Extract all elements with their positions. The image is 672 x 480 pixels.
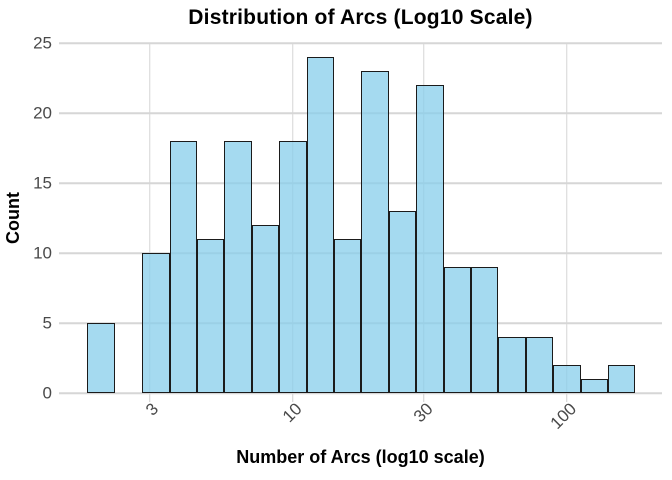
y-axis-title-text: Count (2, 192, 23, 244)
x-tick-label: 3 (142, 399, 163, 420)
y-axis-title: Count (2, 43, 24, 393)
y-tick-label: 15 (33, 173, 52, 193)
y-tick-label: 10 (33, 243, 52, 263)
histogram-bar (279, 141, 307, 393)
histogram-bar (306, 57, 335, 393)
x-tick-mark (566, 393, 568, 402)
y-gridline (59, 392, 662, 394)
histogram-bar (498, 337, 526, 393)
histogram-bar (525, 337, 554, 393)
histogram-bar (416, 85, 444, 393)
x-tick-label: 100 (546, 399, 580, 433)
x-gridline (566, 43, 568, 393)
histogram-bar (334, 239, 362, 393)
histogram-bar (197, 239, 225, 393)
histogram-bar (388, 211, 417, 393)
x-tick-label: 30 (409, 399, 437, 427)
x-tick-mark (292, 393, 294, 402)
histogram-bar (443, 267, 472, 393)
histogram-bar (251, 225, 280, 393)
histogram-bar (224, 141, 252, 393)
histogram-bar (87, 323, 115, 393)
x-tick-mark (422, 393, 425, 402)
y-tick-label: 5 (42, 313, 52, 333)
x-tick-label: 10 (278, 399, 306, 427)
y-gridline (59, 182, 662, 184)
plot-panel: 0 5 10 15 20 25 3 10 30 100 (33, 35, 662, 433)
histogram-bar (608, 365, 636, 393)
histogram-bar (471, 267, 499, 393)
y-tick-label: 25 (33, 33, 52, 53)
y-gridline (59, 112, 662, 114)
histogram-bar (142, 253, 170, 393)
histogram-bar (580, 379, 609, 393)
x-gridline (148, 43, 151, 393)
y-gridline (59, 42, 662, 44)
y-tick-label: 0 (42, 383, 52, 403)
histogram-bar (553, 365, 581, 393)
histogram-bar (169, 141, 198, 393)
y-tick-label: 20 (33, 103, 52, 123)
x-tick-mark (148, 393, 151, 402)
x-axis-title: Number of Arcs (log10 scale) (236, 447, 485, 467)
chart-title: Distribution of Arcs (Log10 Scale) (188, 6, 533, 29)
histogram-bar (361, 71, 389, 393)
